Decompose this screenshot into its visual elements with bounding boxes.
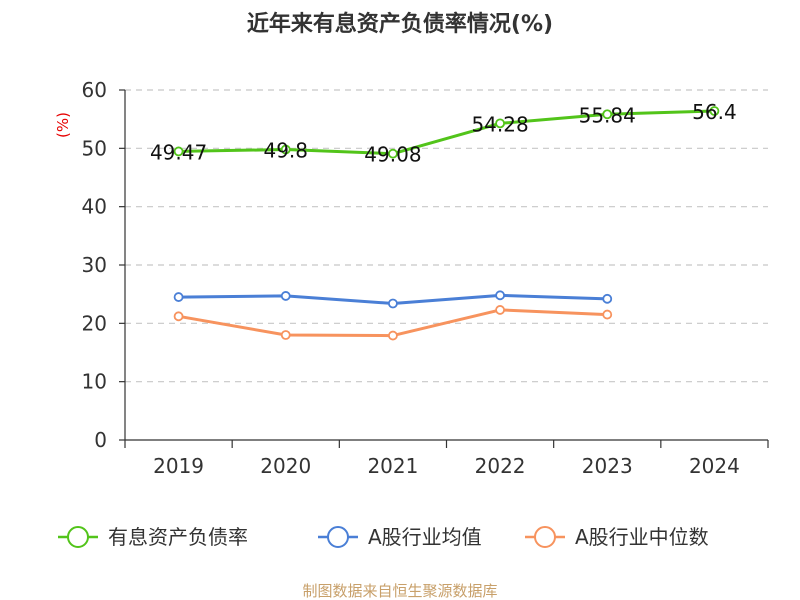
y-axis-unit: (%) [54,112,72,138]
y-tick-label: 0 [94,428,107,452]
data-point [709,106,720,116]
source-note: 制图数据来自恒生聚源数据库 [302,582,497,600]
y-tick-label: 50 [82,136,107,160]
data-label: 55.84 [579,103,636,127]
data-label: 49.8 [263,139,308,163]
x-tick-label: 2022 [475,454,526,478]
legend-marker [327,526,349,548]
y-tick-label: 30 [82,253,107,277]
data-point [280,144,291,155]
y-tick-label: 40 [82,195,107,219]
data-point [280,291,291,301]
series-lines [173,106,720,341]
data-label: 49.08 [364,143,421,167]
x-tick-label: 2020 [260,454,311,478]
legend: 有息资产负债率 A股行业均值 A股行业中位数 [58,525,709,549]
chart-title: 近年来有息资产负债率情况(%) [247,11,553,37]
data-point [495,305,505,315]
data-label: 56.4 [692,100,737,124]
x-tick-label: 2024 [689,454,740,478]
legend-label: A股行业均值 [368,525,482,549]
data-labels: 49.47 49.8 49.08 54.28 55.84 56.4 [150,100,737,167]
y-tick-label: 10 [82,370,107,394]
legend-label: A股行业中位数 [575,525,709,549]
data-point [388,330,398,341]
data-point [173,292,184,302]
x-tick-label: 2019 [153,454,204,478]
x-tick-label: 2021 [367,454,418,478]
data-point [173,146,184,157]
data-point [602,293,613,304]
series-line [177,109,716,156]
data-point [602,309,613,320]
data-point [280,330,291,340]
x-tick-label: 2023 [582,454,633,478]
data-point [388,298,398,309]
data-point [173,311,184,322]
data-point [602,109,613,120]
y-tick-label: 60 [82,78,107,102]
y-tick-label: 20 [82,311,107,335]
data-point [495,118,505,129]
grid-lines [125,89,768,383]
axes: 0 10 20 30 40 50 60 2019 2020 2021 2022 2023 2024 [82,78,769,478]
legend-marker [534,526,556,548]
legend-marker [67,526,89,548]
data-label: 49.47 [150,140,207,164]
data-point [388,148,398,159]
data-label: 54.28 [471,112,528,136]
legend-label: 有息资产负债率 [108,525,248,549]
data-point [495,290,505,301]
